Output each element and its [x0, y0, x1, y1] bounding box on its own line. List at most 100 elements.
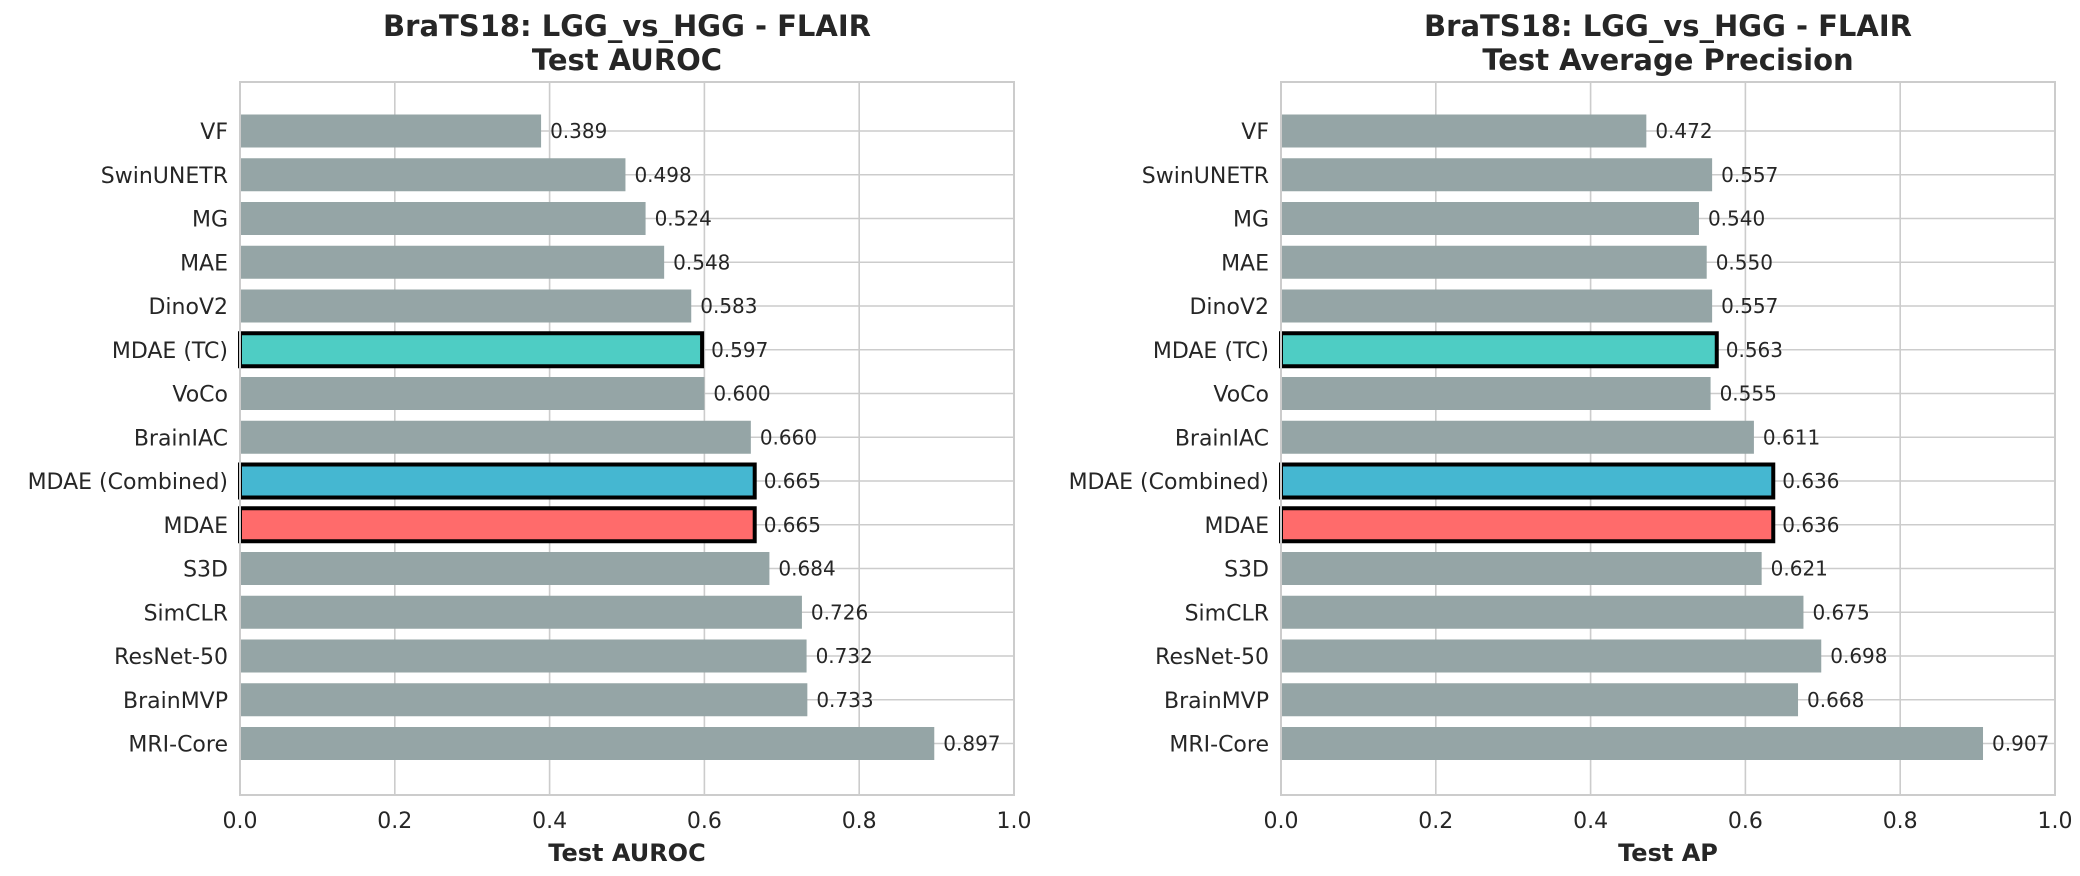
x-tick-label: 0.4: [1573, 809, 1608, 834]
y-tick-label: MDAE: [1205, 514, 1270, 539]
value-label: 0.557: [1721, 163, 1778, 187]
x-tick-label: 0.8: [1883, 809, 1918, 834]
x-tick-label: 0.6: [687, 809, 722, 834]
plot-frame: [1280, 81, 2056, 796]
y-tick-label: ResNet-50: [1155, 645, 1269, 670]
bar: [1281, 727, 1984, 760]
bar: [1281, 114, 1647, 148]
bar-highlighted: [238, 506, 757, 544]
value-label: 0.600: [713, 382, 770, 406]
y-tick-label: BrainIAC: [1175, 426, 1269, 451]
value-label: 0.548: [673, 250, 730, 274]
value-label: 0.611: [1763, 425, 1820, 449]
x-tick-label: 0.8: [842, 809, 877, 834]
y-tick-label: DinoV2: [148, 295, 228, 320]
bar: [1281, 377, 1711, 410]
x-tick-label: 1.0: [997, 809, 1032, 834]
value-label: 0.498: [634, 163, 691, 187]
bar: [1281, 202, 1699, 235]
bar-highlighted: [1279, 462, 1776, 500]
y-tick-label: SwinUNETR: [101, 164, 228, 189]
chart-title: BraTS18: LGG_vs_HGG - FLAIR: [1424, 9, 1912, 43]
y-tick-label: MAE: [180, 251, 228, 276]
chart-auroc: 0.0 0.2 0.4 0.6 0.8 1.0 VF SwinUNETR MG MAE DinoV2…: [28, 9, 1032, 867]
y-tick-label: DinoV2: [1189, 295, 1269, 320]
bar-highlighted: [238, 331, 705, 369]
y-tick-label: MG: [192, 208, 228, 233]
bar: [240, 552, 770, 585]
value-label: 0.668: [1807, 688, 1864, 712]
chart-subtitle: Test Average Precision: [1482, 43, 1853, 77]
bar: [240, 202, 646, 235]
bar: [1281, 420, 1754, 454]
y-tick-label: VoCo: [1213, 383, 1269, 408]
y-tick-label: MDAE (TC): [112, 339, 228, 364]
y-tick-label: VoCo: [172, 383, 228, 408]
bar: [1281, 683, 1799, 717]
y-tick-label: MRI-Core: [128, 733, 228, 758]
chart-title: BraTS18: LGG_vs_HGG - FLAIR: [383, 9, 871, 43]
plot-frame: [239, 81, 1015, 796]
value-label: 0.583: [700, 294, 757, 318]
y-tick-label: MG: [1233, 208, 1269, 233]
y-tick-label: BrainMVP: [1164, 689, 1269, 714]
bar: [240, 377, 705, 410]
value-label: 0.524: [655, 207, 712, 231]
y-tick-label: ResNet-50: [114, 645, 228, 670]
y-tick-label: S3D: [1224, 558, 1269, 583]
x-tick-label: 0.0: [1264, 809, 1299, 834]
bar: [1281, 639, 1822, 673]
value-label: 0.684: [778, 557, 835, 581]
value-label: 0.636: [1782, 513, 1839, 537]
value-label: 0.472: [1655, 119, 1712, 143]
value-label: 0.389: [550, 119, 607, 143]
bar: [1281, 245, 1707, 279]
value-label: 0.733: [816, 688, 873, 712]
bar: [240, 683, 808, 717]
x-axis-label: Test AP: [1618, 839, 1718, 867]
y-tick-label: S3D: [183, 558, 228, 583]
bar: [1281, 289, 1713, 323]
value-label: 0.555: [1720, 382, 1777, 406]
x-tick-label: 0.2: [377, 809, 412, 834]
x-tick-label: 0.4: [532, 809, 567, 834]
bar: [240, 114, 542, 148]
value-label: 0.675: [1812, 600, 1869, 624]
y-tick-label: SimCLR: [1185, 601, 1269, 626]
y-tick-label: SimCLR: [144, 601, 228, 626]
value-label: 0.597: [711, 338, 768, 362]
bar-highlighted: [1279, 331, 1719, 369]
value-label: 0.540: [1708, 207, 1765, 231]
value-label: 0.665: [764, 513, 821, 537]
bar: [240, 420, 751, 454]
y-tick-label: MDAE (Combined): [28, 470, 228, 495]
value-label: 0.698: [1830, 644, 1887, 668]
value-label: 0.621: [1771, 557, 1828, 581]
value-label: 0.563: [1726, 338, 1783, 362]
x-tick-label: 1.0: [2038, 809, 2073, 834]
x-tick-label: 0.0: [223, 809, 258, 834]
y-tick-label: MDAE (Combined): [1069, 470, 1269, 495]
value-label: 0.550: [1716, 250, 1773, 274]
bar: [1281, 552, 1762, 585]
value-label: 0.897: [943, 732, 1000, 756]
value-label: 0.557: [1721, 294, 1778, 318]
bar: [240, 245, 665, 279]
value-label: 0.660: [760, 425, 817, 449]
y-tick-label: BrainMVP: [123, 689, 228, 714]
chart-average-precision: 0.0 0.2 0.4 0.6 0.8 1.0 VF SwinUNETR MG MAE DinoV2…: [1069, 9, 2073, 867]
chart-subtitle: Test AUROC: [532, 43, 722, 77]
bar: [240, 158, 626, 192]
x-tick-label: 0.6: [1728, 809, 1763, 834]
y-tick-label: MDAE: [164, 514, 229, 539]
value-label: 0.636: [1782, 469, 1839, 493]
bar: [240, 639, 807, 673]
value-label: 0.907: [1992, 732, 2049, 756]
bar: [240, 289, 692, 323]
bar: [240, 727, 935, 760]
y-tick-label: MRI-Core: [1169, 733, 1269, 758]
y-tick-label: VF: [1241, 120, 1269, 145]
value-label: 0.732: [816, 644, 873, 668]
y-tick-label: SwinUNETR: [1142, 164, 1269, 189]
